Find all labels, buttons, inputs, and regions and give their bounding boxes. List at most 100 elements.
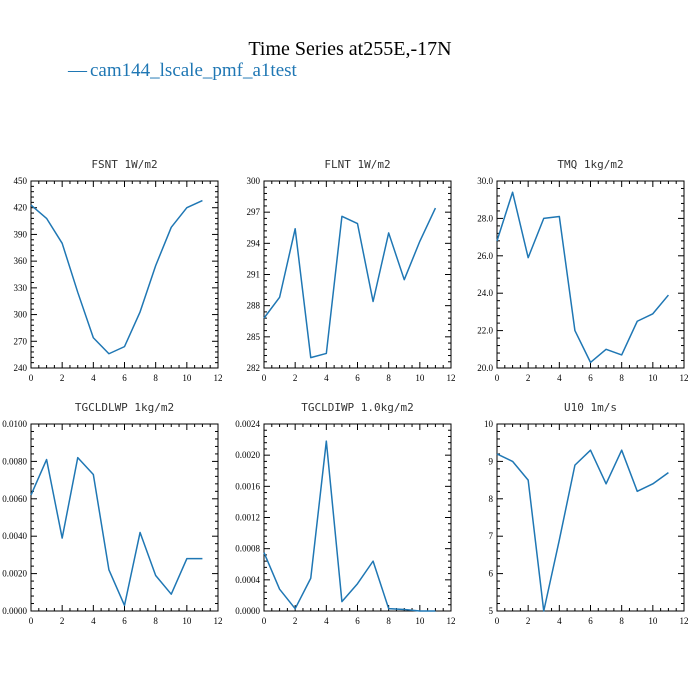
- legend-line-icon: —: [67, 60, 88, 81]
- y-tick-label: 240: [14, 363, 28, 373]
- y-tick-label: 360: [14, 256, 28, 266]
- x-tick-label: 12: [680, 616, 689, 626]
- x-tick-label: 2: [526, 373, 531, 383]
- y-tick-label: 6: [489, 569, 494, 579]
- y-tick-label: 0.0100: [2, 419, 27, 429]
- x-tick-label: 6: [122, 616, 127, 626]
- x-tick-label: 4: [324, 373, 329, 383]
- y-tick-label: 390: [14, 229, 28, 239]
- x-tick-label: 12: [214, 616, 223, 626]
- x-tick-label: 4: [557, 373, 562, 383]
- y-tick-label: 288: [247, 301, 261, 311]
- x-tick-label: 10: [415, 616, 425, 626]
- x-tick-label: 0: [495, 373, 500, 383]
- y-tick-label: 300: [247, 176, 261, 186]
- panel-3: TMQ 1kg/m2 0 2 4 6 8 10 12 20.0 22.0 24.0 26.0 28.0 3…: [477, 158, 688, 383]
- panel-2: FLNT 1W/m2 0 2 4 6 8 10 12 282 285 288 291 294 297 300: [247, 158, 456, 383]
- legend-label: cam144_lscale_pmf_a1test: [90, 60, 298, 81]
- x-tick-label: 12: [447, 616, 456, 626]
- y-tick-label: 0.0012: [235, 513, 260, 523]
- plot-frame: [496, 180, 685, 369]
- panel-title: TGCLDIWP 1.0kg/m2: [301, 401, 414, 414]
- panel-title: FSNT 1W/m2: [91, 158, 157, 171]
- panel-title: FLNT 1W/m2: [324, 158, 390, 171]
- x-tick-label: 2: [293, 373, 298, 383]
- y-tick-label: 8: [489, 494, 494, 504]
- y-tick-label: 0.0004: [235, 575, 260, 585]
- y-tick-label: 420: [14, 203, 28, 213]
- panel-title: U10 1m/s: [564, 401, 617, 414]
- x-tick-label: 0: [495, 616, 500, 626]
- y-tick-label: 270: [14, 336, 28, 346]
- y-tick-label: 5: [489, 606, 494, 616]
- y-tick-label: 0.0016: [235, 481, 260, 491]
- y-tick-label: 0.0020: [2, 569, 27, 579]
- x-tick-label: 2: [526, 616, 531, 626]
- y-tick-label: 285: [247, 332, 261, 342]
- series-line: [30, 199, 203, 355]
- plot-frame: [496, 423, 685, 612]
- x-tick-label: 8: [386, 616, 391, 626]
- x-tick-label: 6: [588, 373, 593, 383]
- x-tick-label: 10: [648, 616, 658, 626]
- y-tick-label: 291: [247, 270, 261, 280]
- x-tick-label: 0: [262, 373, 267, 383]
- y-tick-label: 330: [14, 283, 28, 293]
- x-tick-label: 4: [91, 373, 96, 383]
- figure-title: Time Series at255E,-17N: [248, 38, 451, 60]
- x-tick-label: 4: [557, 616, 562, 626]
- panel-4: TGCLDLWP 1kg/m2 0 2 4 6 8 10 12 0.0000 0.0020 0.00…: [2, 401, 222, 626]
- x-tick-label: 2: [293, 616, 298, 626]
- y-tick-label: 300: [14, 310, 28, 320]
- y-tick-label: 7: [489, 531, 494, 541]
- x-tick-label: 10: [182, 616, 192, 626]
- y-tick-label: 26.0: [477, 251, 493, 261]
- y-tick-label: 0.0008: [235, 544, 260, 554]
- y-tick-label: 30.0: [477, 176, 493, 186]
- y-tick-label: 0.0040: [2, 531, 27, 541]
- panel-title: TGCLDLWP 1kg/m2: [75, 401, 174, 414]
- series-line: [263, 207, 437, 359]
- panels: FSNT 1W/m20 2 4 6 8 10 12240270300330360390420…: [2, 158, 688, 626]
- x-tick-label: 6: [588, 616, 593, 626]
- x-tick-label: 12: [214, 373, 223, 383]
- series-line: [496, 191, 669, 364]
- x-tick-label: 8: [153, 616, 158, 626]
- y-tick-label: 24.0: [477, 288, 493, 298]
- x-tick-label: 10: [415, 373, 425, 383]
- x-tick-label: 2: [60, 616, 65, 626]
- x-tick-label: 0: [262, 616, 267, 626]
- y-tick-label: 10: [484, 419, 494, 429]
- series-line: [30, 456, 203, 607]
- y-tick-label: 294: [247, 238, 261, 248]
- x-tick-label: 12: [447, 373, 456, 383]
- x-tick-label: 0: [29, 616, 34, 626]
- panel-5: TGCLDIWP 1.0kg/m2 0 2 4 6 8 10 12 0.0000 0.0004 0.…: [235, 401, 455, 626]
- x-tick-label: 12: [680, 373, 689, 383]
- x-tick-label: 8: [386, 373, 391, 383]
- x-tick-label: 8: [619, 373, 624, 383]
- series-line: [496, 449, 669, 612]
- x-tick-label: 2: [60, 373, 65, 383]
- legend: — cam144_lscale_pmf_a1test: [67, 60, 298, 81]
- plot-frame: [30, 180, 219, 369]
- y-tick-label: 0.0024: [235, 419, 260, 429]
- panel-title: TMQ 1kg/m2: [557, 158, 623, 171]
- x-tick-label: 0: [29, 373, 34, 383]
- x-tick-label: 8: [619, 616, 624, 626]
- x-tick-label: 6: [355, 616, 360, 626]
- y-tick-label: 0.0000: [2, 606, 27, 616]
- y-tick-label: 297: [247, 207, 261, 217]
- x-tick-label: 4: [324, 616, 329, 626]
- y-tick-label: 0.0020: [235, 450, 260, 460]
- y-tick-label: 0.0080: [2, 456, 27, 466]
- plot-frame: [30, 423, 219, 612]
- plot-frame: [263, 180, 452, 369]
- y-tick-label: 0.0000: [235, 606, 260, 616]
- x-tick-label: 8: [153, 373, 158, 383]
- y-tick-label: 28.0: [477, 213, 493, 223]
- y-tick-label: 450: [14, 176, 28, 186]
- y-tick-label: 0.0060: [2, 494, 27, 504]
- x-tick-label: 10: [648, 373, 658, 383]
